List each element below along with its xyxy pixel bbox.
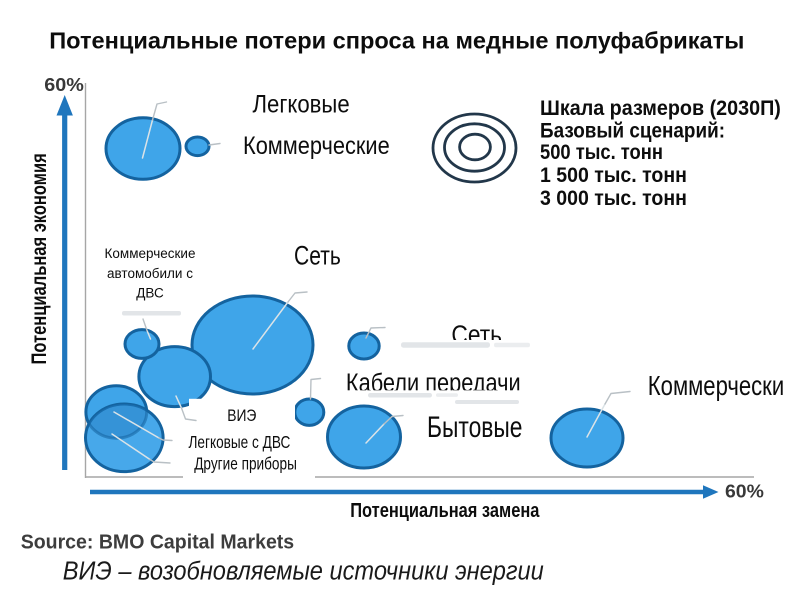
svg-text:Сеть: Сеть	[294, 241, 341, 271]
svg-text:3 000 тыс. тонн: 3 000 тыс. тонн	[540, 186, 687, 210]
svg-text:Другие приборы: Другие приборы	[194, 455, 297, 474]
svg-text:500 тыс. тонн: 500 тыс. тонн	[540, 141, 663, 165]
svg-text:ДВС: ДВС	[136, 286, 164, 301]
svg-text:Базовый сценарий:: Базовый сценарий:	[540, 119, 725, 142]
svg-text:Source: BMO Capital Markets: Source: BMO Capital Markets	[21, 531, 294, 554]
svg-text:Коммерческие: Коммерческие	[243, 132, 390, 160]
svg-text:Бытовые: Бытовые	[427, 410, 522, 444]
svg-text:Потенциальная замена: Потенциальная замена	[350, 498, 540, 521]
svg-text:Коммерческие: Коммерческие	[105, 246, 196, 261]
svg-text:Потенциальная экономия: Потенциальная экономия	[28, 153, 51, 364]
svg-text:60%: 60%	[725, 482, 764, 502]
svg-text:ВИЭ: ВИЭ	[227, 407, 256, 426]
svg-text:Легковые: Легковые	[253, 91, 350, 119]
svg-text:Легковые с ДВС: Легковые с ДВС	[189, 433, 291, 452]
svg-text:Потенциальные потери спроса на: Потенциальные потери спроса на медные по…	[49, 28, 744, 54]
svg-text:автомобили с: автомобили с	[107, 266, 193, 281]
svg-text:1 500 тыс. тонн: 1 500 тыс. тонн	[540, 163, 687, 187]
svg-text:Коммерчески: Коммерчески	[648, 371, 784, 402]
svg-text:60%: 60%	[44, 75, 84, 95]
svg-text:Шкала размеров (2030П): Шкала размеров (2030П)	[540, 96, 781, 120]
svg-text:ВИЭ – возобновляемые источники: ВИЭ – возобновляемые источники энергии	[63, 558, 544, 586]
